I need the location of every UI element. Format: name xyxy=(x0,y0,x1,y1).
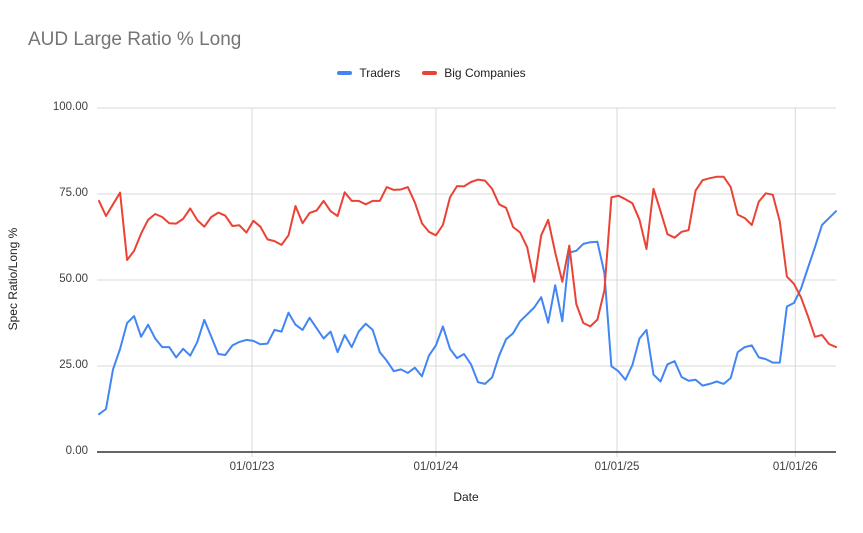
y-tick-label: 50.00 xyxy=(59,273,88,285)
x-tick-label: 01/01/25 xyxy=(594,461,640,473)
y-tick-label: 75.00 xyxy=(59,187,88,199)
legend: Traders Big Companies xyxy=(0,66,863,80)
legend-label-traders: Traders xyxy=(359,66,401,80)
big-companies-series-marker-icon xyxy=(422,71,438,75)
y-tick-label: 100.00 xyxy=(52,101,88,113)
x-tick-label: 01/01/24 xyxy=(413,461,459,473)
x-tick-label: 01/01/23 xyxy=(229,461,275,473)
series-line-big-companies[interactable] xyxy=(98,175,837,349)
legend-item-big-companies[interactable]: Big Companies xyxy=(422,66,526,80)
legend-item-traders[interactable]: Traders xyxy=(337,66,400,80)
y-axis-title: Spec Ratio/Long % xyxy=(6,227,20,331)
x-tick-label: 01/01/26 xyxy=(772,461,818,473)
legend-label-big-companies: Big Companies xyxy=(444,66,526,80)
traders-series-marker-icon xyxy=(337,71,353,75)
series-line-traders[interactable] xyxy=(98,210,837,416)
y-tick-label: 0.00 xyxy=(65,445,88,457)
x-axis-title: Date xyxy=(453,490,479,504)
y-tick-label: 25.00 xyxy=(59,359,88,371)
chart-title: AUD Large Ratio % Long xyxy=(28,29,242,50)
